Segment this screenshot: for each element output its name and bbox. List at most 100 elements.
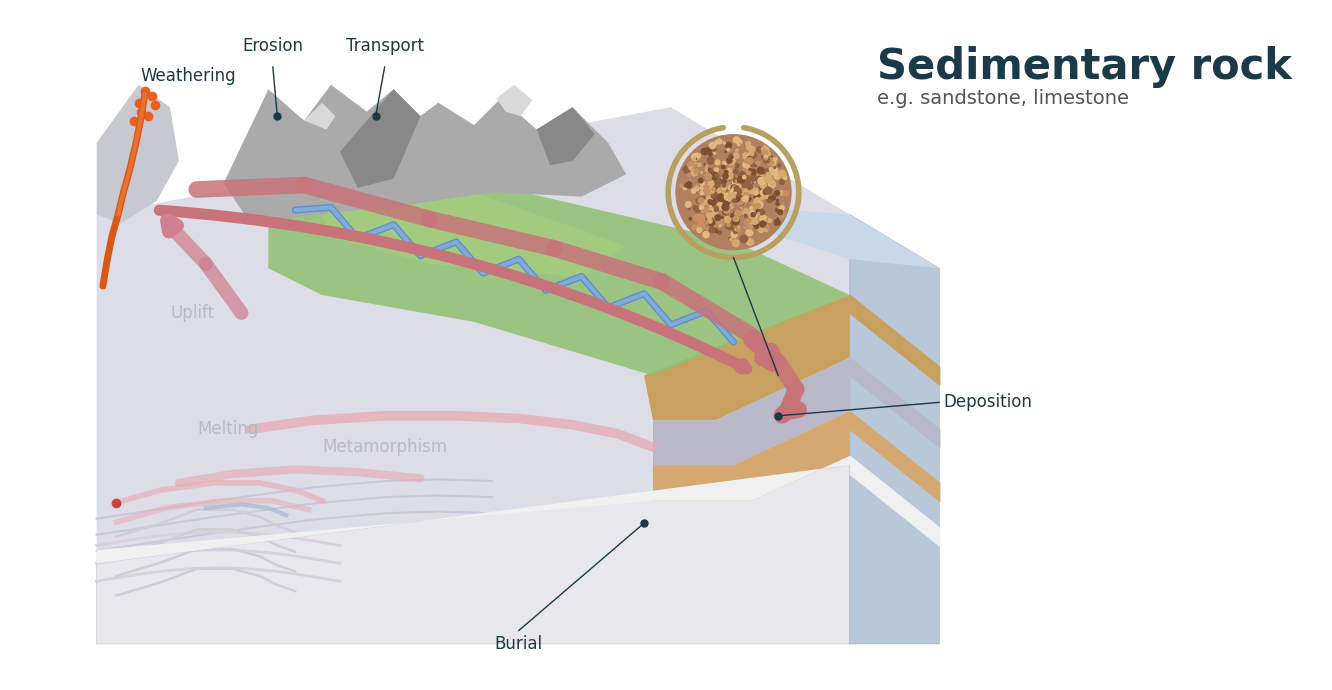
Circle shape <box>722 190 726 194</box>
Circle shape <box>735 179 741 184</box>
Circle shape <box>699 205 705 210</box>
Circle shape <box>743 214 747 218</box>
Circle shape <box>699 190 705 195</box>
Circle shape <box>763 168 769 174</box>
Circle shape <box>691 152 699 161</box>
Circle shape <box>757 146 763 154</box>
Circle shape <box>730 189 738 197</box>
Circle shape <box>774 219 781 226</box>
Circle shape <box>741 179 745 183</box>
Circle shape <box>729 189 735 197</box>
Circle shape <box>693 157 697 160</box>
Circle shape <box>746 228 754 237</box>
Circle shape <box>734 196 743 204</box>
Circle shape <box>734 210 741 217</box>
Circle shape <box>738 226 741 229</box>
Circle shape <box>721 164 726 170</box>
Circle shape <box>765 157 767 161</box>
Circle shape <box>754 181 757 184</box>
Circle shape <box>707 219 715 226</box>
Circle shape <box>761 183 769 191</box>
Circle shape <box>731 217 739 226</box>
Circle shape <box>774 172 781 180</box>
Circle shape <box>721 185 726 190</box>
Circle shape <box>683 184 687 188</box>
Circle shape <box>695 197 702 204</box>
Circle shape <box>742 160 750 168</box>
Circle shape <box>725 150 727 153</box>
Circle shape <box>774 190 781 196</box>
Circle shape <box>675 134 791 250</box>
Circle shape <box>733 152 739 159</box>
Circle shape <box>770 168 771 170</box>
Circle shape <box>750 212 757 217</box>
Circle shape <box>735 192 738 195</box>
Circle shape <box>755 175 763 184</box>
Circle shape <box>731 164 735 168</box>
Circle shape <box>711 197 721 206</box>
Circle shape <box>713 148 717 152</box>
Circle shape <box>691 153 699 161</box>
Circle shape <box>726 157 733 164</box>
Circle shape <box>729 190 730 192</box>
Circle shape <box>739 180 742 183</box>
Circle shape <box>693 205 698 210</box>
Circle shape <box>690 169 698 177</box>
Text: Sedimentary rock: Sedimentary rock <box>876 46 1292 88</box>
Polygon shape <box>497 85 533 116</box>
Circle shape <box>759 196 765 201</box>
Circle shape <box>770 167 779 176</box>
Circle shape <box>713 185 718 191</box>
Circle shape <box>713 206 719 213</box>
Circle shape <box>705 164 709 168</box>
Circle shape <box>743 215 746 218</box>
Circle shape <box>702 152 705 156</box>
Circle shape <box>714 151 715 152</box>
Circle shape <box>763 156 770 164</box>
Circle shape <box>733 228 739 234</box>
Polygon shape <box>304 103 336 130</box>
Circle shape <box>779 179 785 185</box>
Circle shape <box>714 226 718 229</box>
Circle shape <box>731 188 741 197</box>
Circle shape <box>729 179 731 181</box>
Circle shape <box>729 166 731 168</box>
Circle shape <box>742 197 747 202</box>
Circle shape <box>735 179 742 188</box>
Text: Metamorphism: Metamorphism <box>322 438 448 456</box>
Circle shape <box>734 163 739 168</box>
Circle shape <box>723 216 731 224</box>
Circle shape <box>726 148 730 152</box>
Circle shape <box>746 179 749 182</box>
Circle shape <box>730 213 734 217</box>
Circle shape <box>762 149 769 156</box>
Circle shape <box>711 208 714 210</box>
Circle shape <box>682 186 687 190</box>
Circle shape <box>741 201 743 204</box>
Circle shape <box>714 167 719 172</box>
Circle shape <box>718 201 723 206</box>
Circle shape <box>734 190 737 193</box>
Circle shape <box>749 213 754 219</box>
Circle shape <box>731 175 735 179</box>
Circle shape <box>735 197 738 199</box>
Circle shape <box>682 165 691 174</box>
Text: Uplift: Uplift <box>170 304 214 322</box>
Circle shape <box>773 193 775 195</box>
Circle shape <box>735 195 743 202</box>
Circle shape <box>782 175 787 180</box>
Polygon shape <box>224 85 626 224</box>
Circle shape <box>734 192 738 195</box>
Circle shape <box>733 190 735 194</box>
Circle shape <box>777 209 783 215</box>
Circle shape <box>750 204 757 211</box>
Circle shape <box>702 211 703 213</box>
Circle shape <box>711 146 715 151</box>
Circle shape <box>765 156 770 163</box>
Circle shape <box>729 191 734 197</box>
Circle shape <box>745 168 751 175</box>
Circle shape <box>745 193 747 195</box>
Circle shape <box>746 238 754 246</box>
Circle shape <box>733 181 735 185</box>
Circle shape <box>761 210 763 212</box>
